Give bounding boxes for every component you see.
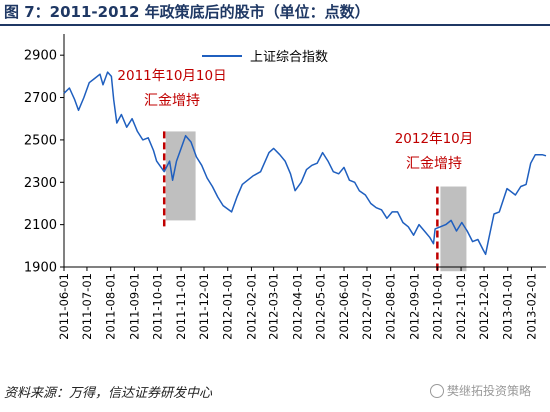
watermark: 樊继拓投资策略 (430, 382, 531, 399)
x-tick-label: 2012-12-01 (477, 273, 491, 340)
x-tick-label: 2012-03-01 (267, 273, 281, 340)
y-tick-label: 1900 (24, 261, 57, 276)
wechat-icon (430, 384, 444, 398)
x-tick-label: 2012-08-01 (384, 273, 398, 340)
x-tick-label: 2011-06-01 (57, 273, 71, 340)
shaded-period-1 (165, 131, 196, 221)
x-tick-label: 2011-10-01 (150, 273, 164, 340)
x-tick-label: 2012-01-01 (221, 273, 235, 340)
shaded-period-2 (440, 186, 467, 272)
x-tick-label: 2011-12-01 (197, 273, 211, 340)
x-tick-label: 2012-09-01 (407, 273, 421, 340)
y-tick-label: 2900 (24, 49, 57, 64)
figure-title: 图 7：2011-2012 年政策底后的股市（单位：点数） (4, 3, 370, 21)
x-tick-label: 2012-06-01 (337, 273, 351, 340)
y-axis-ticks: 1900 2100 2300 2500 2700 2900 (24, 49, 64, 276)
y-tick-label: 2300 (24, 176, 57, 191)
x-tick-label: 2011-08-01 (104, 273, 118, 340)
shaded-periods (165, 131, 467, 272)
event-label-date-2: 2012年10月 (395, 131, 474, 147)
event-label-text-1: 汇金增持 (144, 93, 200, 109)
chart-legend: 上证综合指数 (202, 50, 328, 65)
x-tick-label: 2013-01-01 (501, 273, 515, 340)
source-note: 资料来源：万得，信达证券研发中心 (4, 386, 213, 401)
series-line-shanghai-composite (63, 71, 547, 256)
event-label-text-2: 汇金增持 (406, 156, 462, 172)
x-tick-label: 2012-07-01 (360, 273, 374, 340)
watermark-text: 樊继拓投资策略 (447, 384, 532, 398)
x-tick-label: 2011-07-01 (80, 273, 94, 340)
title-divider (0, 24, 550, 26)
x-tick-label: 2012-05-01 (313, 273, 327, 340)
x-axis-ticks: 2011-06-01 2011-07-01 2011-08-01 2011-09-01… (57, 267, 538, 340)
x-tick-label: 2011-09-01 (127, 273, 141, 340)
y-tick-label: 2700 (24, 91, 57, 106)
x-tick-label: 2012-10-01 (430, 273, 444, 340)
x-tick-label: 2012-11-01 (454, 273, 468, 340)
y-tick-label: 2100 (24, 218, 57, 233)
x-tick-label: 2012-02-01 (244, 273, 258, 340)
legend-label: 上证综合指数 (250, 50, 328, 65)
x-tick-label: 2012-04-01 (290, 273, 304, 340)
y-tick-label: 2500 (24, 133, 57, 148)
event-markers (162, 131, 439, 273)
x-tick-label: 2013-02-01 (524, 273, 538, 340)
x-tick-label: 2011-11-01 (174, 273, 188, 340)
event-label-date-1: 2011年10月10日 (117, 68, 226, 84)
